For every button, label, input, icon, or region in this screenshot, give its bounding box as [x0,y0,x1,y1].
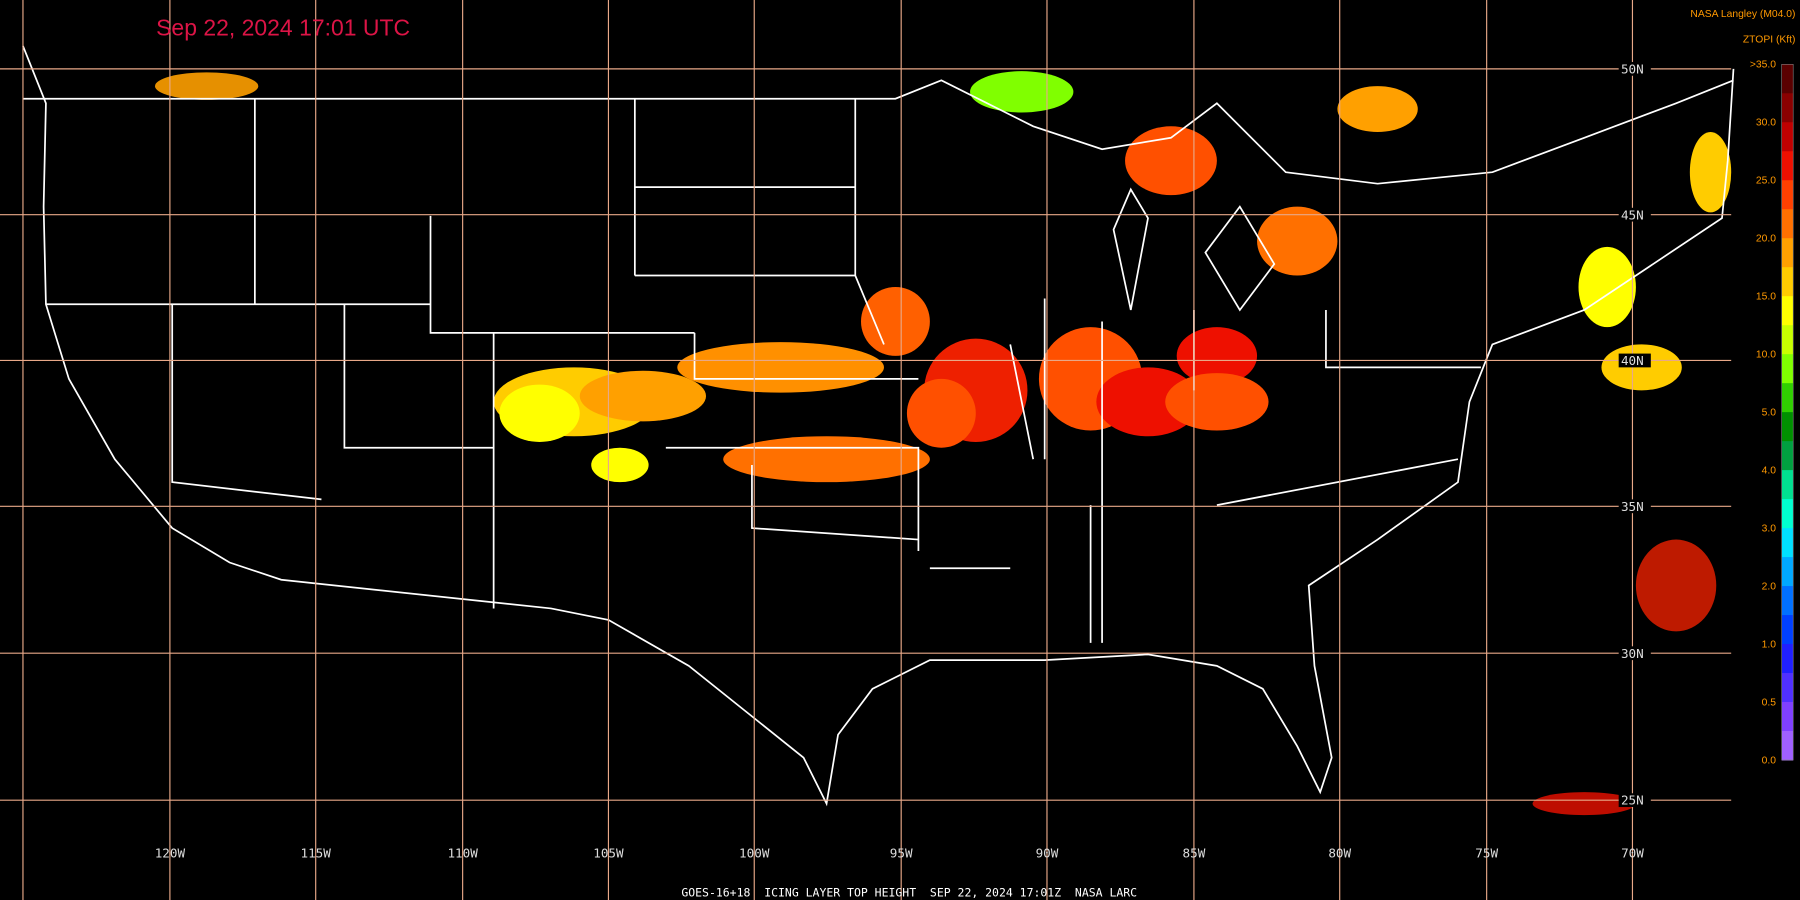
legend-swatch [1781,644,1794,674]
legend-label: 5.0 [1762,408,1777,419]
legend-label: 1.0 [1762,639,1777,650]
longitude-label: 115W [301,846,332,861]
legend-swatch [1781,151,1794,181]
labels: 50N 45N 40N 35N 30N 25N 120W 115W 110W 105W 100W 95… [155,61,1651,861]
latitude-label: 45N [1621,207,1644,222]
legend-label: 0.5 [1762,697,1777,708]
label-bg [1618,499,1651,514]
label-bg [1618,61,1651,76]
longitude-label: 75W [1475,846,1498,861]
label-bg [1618,207,1651,222]
legend-swatch [1781,354,1794,384]
legend-swatch [1781,730,1794,761]
legend-swatch [1781,441,1794,471]
legend-swatch [1781,702,1794,732]
legend-swatch [1781,64,1794,94]
legend-swatch [1781,499,1794,529]
legend-label: 3.0 [1762,524,1777,535]
legend-label: 15.0 [1756,292,1776,303]
longitude-label: 70W [1621,846,1644,861]
legend-swatch [1781,673,1794,703]
graticule [0,0,1732,900]
longitude-label: 110W [447,846,478,861]
legend-swatch [1781,615,1794,645]
legend-swatch [1781,557,1794,587]
legend-label: 4.0 [1762,466,1777,477]
legend-title: ZTOPI (Kft) [1743,34,1796,45]
legend-label: 30.0 [1756,118,1776,129]
longitude-label: 105W [593,846,624,861]
legend-swatch [1781,296,1794,326]
legend-swatch [1781,122,1794,152]
legend-label: 10.0 [1756,350,1776,361]
legend-swatch [1781,93,1794,123]
longitude-label: 95W [890,846,913,861]
longitude-label: 100W [739,846,770,861]
icing-field [154,71,1732,816]
legend-swatch [1781,325,1794,355]
legend-swatch [1781,412,1794,442]
label-bg [1618,646,1651,661]
legend-swatch [1781,180,1794,210]
legend-swatch [1781,383,1794,413]
latitude-label: 25N [1621,793,1644,808]
longitude-label: 80W [1328,846,1351,861]
latitude-label: 35N [1621,499,1644,514]
legend-frame [1781,64,1794,761]
latitude-label: 40N [1621,353,1644,368]
timestamp: Sep 22, 2024 17:01 UTC [156,15,410,41]
legend-swatch [1781,586,1794,616]
legend: >35.0 30.0 25.0 20.0 15.0 10.0 5.0 4.0 3.0 2.0 1.0… [1750,60,1794,766]
latitude-label: 50N [1621,61,1644,76]
longitude-label: 85W [1183,846,1206,861]
legend-label: 25.0 [1756,176,1776,187]
legend-swatch [1781,238,1794,268]
longitude-label: 90W [1036,846,1059,861]
legend-label: 2.0 [1762,581,1777,592]
label-bg [1618,793,1651,808]
latitude-label: 30N [1621,646,1644,661]
legend-swatch [1781,209,1794,239]
label-bg [1618,353,1651,368]
legend-swatch [1781,528,1794,558]
legend-swatch [1781,470,1794,500]
footer: GOES-16+18 ICING LAYER TOP HEIGHT SEP 22… [681,886,1137,900]
legend-swatch [1781,267,1794,297]
credit: NASA Langley (M04.0) [1690,9,1795,20]
longitude-label: 120W [155,846,186,861]
legend-label: 0.0 [1762,755,1777,766]
legend-label: >35.0 [1750,60,1776,71]
legend-label: 20.0 [1756,234,1776,245]
